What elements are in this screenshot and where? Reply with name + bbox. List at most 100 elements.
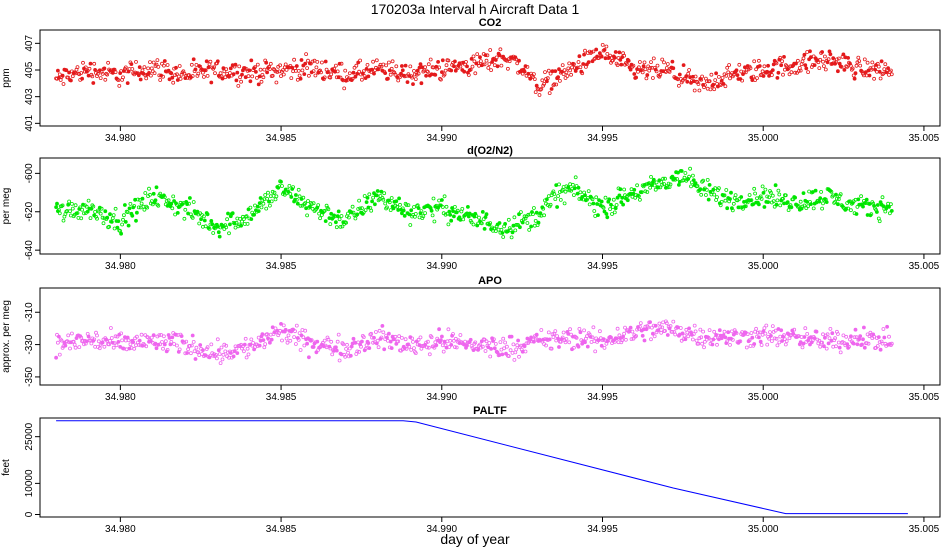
data-point [526,212,531,217]
data-point [171,194,176,199]
data-point [753,191,757,196]
data-point [624,62,629,66]
data-point [712,192,717,197]
data-point [854,212,859,216]
data-point [702,345,706,350]
data-point [453,336,458,341]
data-point [454,345,459,350]
data-point [105,72,110,77]
data-point [336,332,341,337]
data-point [547,337,552,342]
data-point [624,337,628,342]
data-point [702,85,706,90]
data-point [439,70,444,74]
data-point [548,71,553,76]
data-point [63,343,68,348]
data-point [227,222,232,227]
data-point [572,345,576,350]
data-point [80,76,84,81]
data-point [398,75,402,79]
data-point [465,204,470,209]
data-point [419,81,424,86]
data-point [817,66,822,70]
data-point [222,227,227,231]
data-point [109,219,114,224]
data-point [169,339,174,344]
data-point [83,65,88,70]
data-point [59,338,64,343]
data-point [448,212,453,217]
data-point [270,73,275,78]
data-point [622,53,626,58]
data-point [244,214,249,219]
data-point [162,59,167,63]
y-tick-label: 401 [24,115,35,132]
data-point [220,76,225,81]
data-point [804,66,809,71]
data-point [57,208,61,212]
data-point [492,346,497,351]
data-point [532,77,537,81]
data-point [427,352,432,357]
data-point [262,345,267,350]
data-point [513,228,518,233]
data-point [853,327,858,332]
data-point [193,67,198,72]
data-point [137,338,142,343]
data-point [479,221,484,226]
data-point [761,74,766,78]
data-point [774,202,779,207]
data-point [460,206,465,211]
data-point [269,337,274,342]
data-point [113,334,118,339]
data-point [376,345,381,350]
data-point [406,203,411,208]
data-point [507,59,512,64]
data-point [234,78,239,83]
data-point [734,68,739,73]
data-point [508,228,513,232]
data-point [770,324,775,329]
data-point [801,191,806,196]
data-point [806,70,810,74]
data-point [177,204,182,209]
data-point [140,196,145,201]
data-point [532,206,536,210]
data-point [303,61,308,66]
data-point [240,72,244,77]
data-point [255,204,260,209]
x-tick-label: 34.980 [105,524,136,535]
data-point [358,58,363,63]
data-point [485,53,490,58]
data-point [248,79,253,84]
data-point [515,343,520,348]
panel-title: PALTF [473,405,507,417]
data-point [449,68,454,73]
data-point [144,76,149,81]
data-point [356,340,361,345]
data-point [699,192,704,197]
data-point [532,339,536,344]
data-point [54,355,58,360]
data-point [329,72,334,77]
data-point [710,342,715,347]
data-point [66,75,71,80]
data-point [728,342,732,347]
data-point [372,71,376,76]
data-point [367,192,372,197]
data-point [599,343,604,348]
data-point [666,181,671,186]
data-point [70,206,75,211]
data-point [776,70,781,75]
data-point [857,337,862,342]
data-point [400,68,405,73]
data-point [862,345,867,350]
data-point [592,209,597,213]
data-point [136,73,141,78]
data-point [470,64,475,69]
data-point [198,64,203,69]
data-point [366,341,371,346]
data-point [251,340,256,345]
data-point [475,52,480,56]
data-point [600,43,605,47]
